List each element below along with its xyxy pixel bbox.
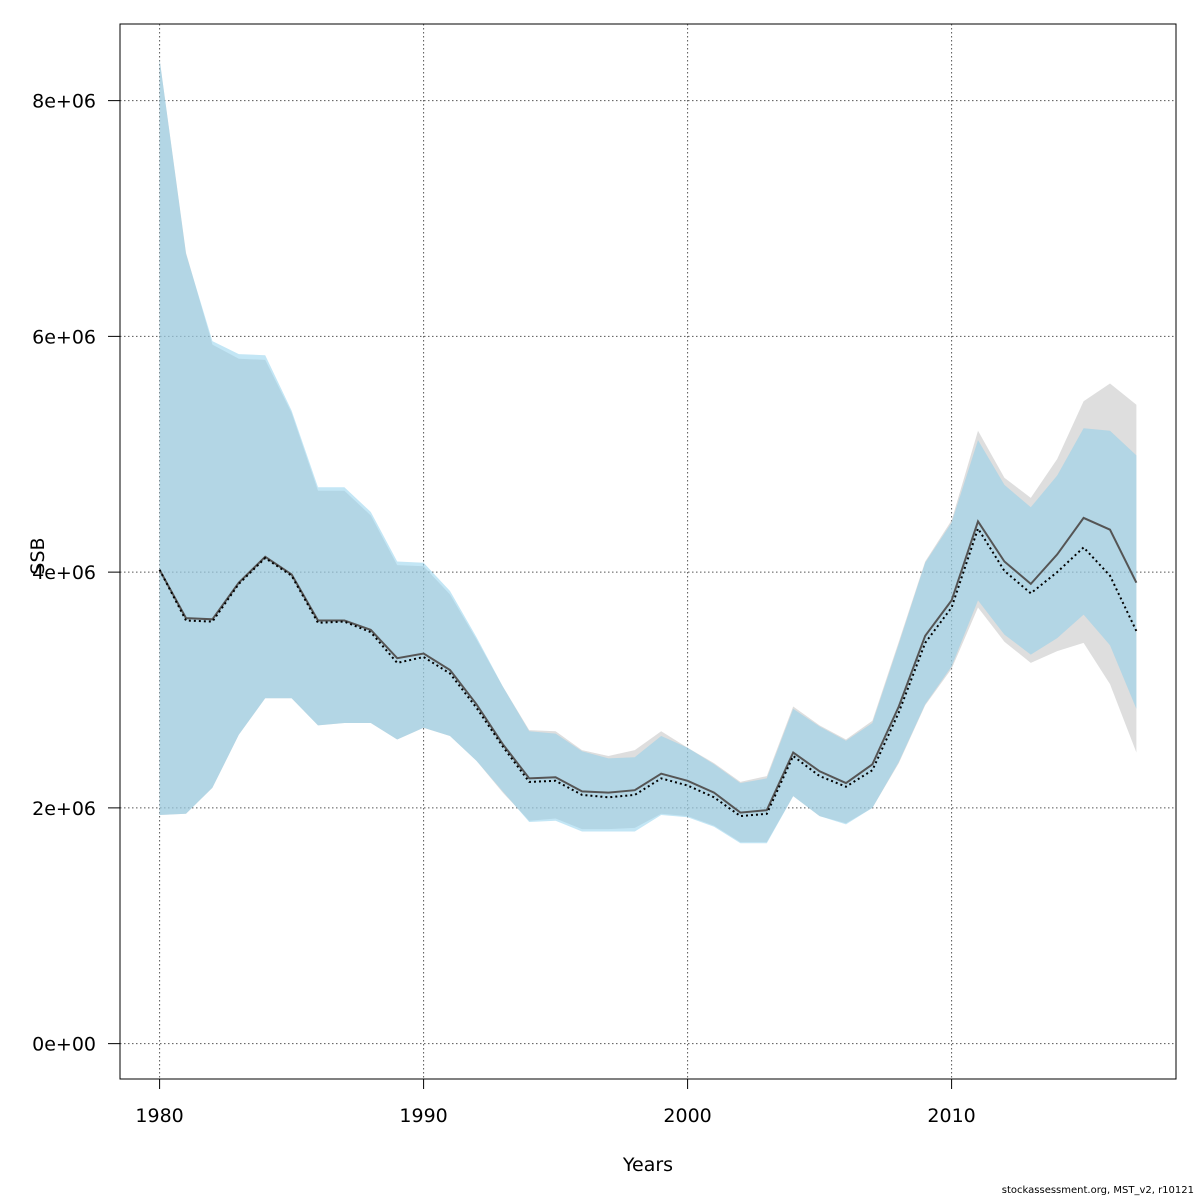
x-tick-label: 1980 bbox=[135, 1105, 183, 1127]
x-axis-label: Years bbox=[622, 1154, 673, 1176]
y-tick-label: 8e+06 bbox=[32, 91, 96, 113]
confidence-band-2 bbox=[159, 59, 1137, 844]
y-axis-label: SSB bbox=[27, 537, 49, 574]
estimate-lines bbox=[158, 516, 1138, 818]
x-tick-label: 1990 bbox=[399, 1105, 447, 1127]
y-tick-label: 0e+00 bbox=[32, 1034, 96, 1056]
y-tick-label: 6e+06 bbox=[32, 326, 96, 348]
x-axis: 1980 1990 2000 2010 bbox=[135, 1079, 976, 1127]
plot-frame bbox=[119, 23, 1177, 1080]
x-tick-label: 2010 bbox=[927, 1105, 975, 1127]
y-axis: 0e+00 2e+06 4e+06 6e+06 8e+06 bbox=[32, 91, 120, 1056]
confidence-bands bbox=[159, 59, 1137, 844]
estimate-line-1 bbox=[158, 516, 1138, 814]
x-tick-label: 2000 bbox=[663, 1105, 711, 1127]
estimate-line-2 bbox=[158, 526, 1138, 818]
y-tick-label: 4e+06 bbox=[32, 562, 96, 584]
footer-credit: stockassessment.org, MST_v2, r10121 bbox=[1001, 1185, 1194, 1196]
y-tick-label: 2e+06 bbox=[32, 798, 96, 820]
confidence-band-1 bbox=[159, 59, 1137, 843]
